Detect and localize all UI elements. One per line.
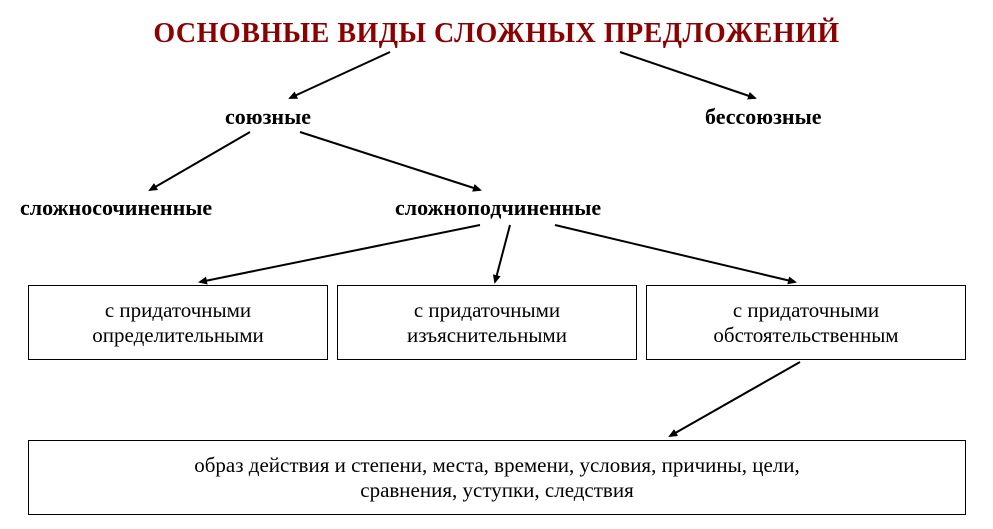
box-izyasn-line2: изъяснительными: [407, 323, 567, 348]
node-bessoyuznye: бессоюзные: [705, 104, 822, 130]
node-slozhnosoch: сложносочиненные: [20, 195, 212, 221]
box-izyasnitelnye: с придаточными изъяснительными: [337, 285, 637, 360]
box-bottom-line2: сравнения, уступки, следствия: [360, 478, 634, 503]
node-soyuznye: союзные: [225, 104, 311, 130]
box-obst-types: образ действия и степени, места, времени…: [28, 440, 966, 515]
box-izyasn-line1: с придаточными: [414, 298, 560, 323]
box-opr-line2: определительными: [92, 323, 263, 348]
box-opredelitelnye: с придаточными определительными: [28, 285, 328, 360]
box-obstoyatelstvennye: с придаточными обстоятельственным: [646, 285, 966, 360]
box-bottom-line1: образ действия и степени, места, времени…: [194, 453, 800, 478]
box-obst-line2: обстоятельственным: [713, 323, 898, 348]
diagram-title: ОСНОВНЫЕ ВИДЫ СЛОЖНЫХ ПРЕДЛОЖЕНИЙ: [0, 18, 993, 50]
node-slozhnopodch: сложноподчиненные: [395, 195, 601, 221]
box-obst-line1: с придаточными: [733, 298, 879, 323]
box-opr-line1: с придаточными: [105, 298, 251, 323]
